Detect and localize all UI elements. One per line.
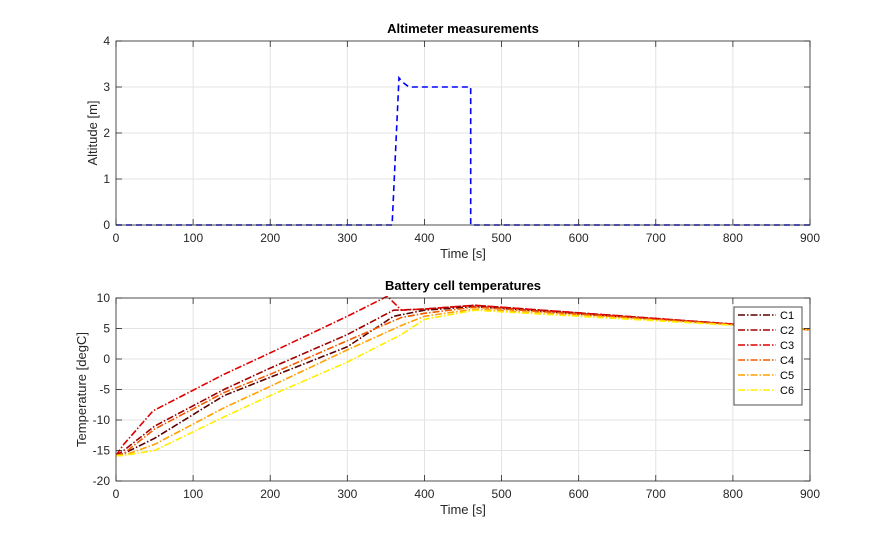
x-tick-label: 500 xyxy=(492,231,512,245)
chart-title: Altimeter measurements xyxy=(387,21,539,36)
y-tick-label: -20 xyxy=(93,474,111,488)
series-line-c1 xyxy=(116,305,810,457)
x-tick-label: 600 xyxy=(569,231,589,245)
x-tick-label: 300 xyxy=(337,487,357,501)
legend-label: C6 xyxy=(780,385,794,397)
y-tick-label: 1 xyxy=(103,172,110,186)
legend-label: C4 xyxy=(780,355,794,367)
x-tick-label: 600 xyxy=(569,487,589,501)
legend-label: C1 xyxy=(780,310,794,322)
y-tick-label: -5 xyxy=(99,383,110,397)
x-tick-label: 800 xyxy=(723,231,743,245)
x-tick-label: 200 xyxy=(260,231,280,245)
y-axis-label: Altitude [m] xyxy=(85,100,100,165)
legend-label: C2 xyxy=(780,325,794,337)
x-tick-label: 800 xyxy=(723,487,743,501)
y-tick-label: -10 xyxy=(93,413,111,427)
series-line-c4 xyxy=(116,306,810,457)
series-line-1 xyxy=(116,75,810,226)
x-tick-label: 100 xyxy=(183,487,203,501)
y-tick-label: 0 xyxy=(103,218,110,232)
legend-box xyxy=(733,306,803,406)
x-tick-label: 0 xyxy=(113,231,120,245)
x-tick-label: 300 xyxy=(337,231,357,245)
x-tick-label: 900 xyxy=(800,231,820,245)
chart-2: 0 100 200 300 400 500 600 700 800 900 -20 -15 -10 -5 0… xyxy=(74,278,820,517)
y-tick-label: -15 xyxy=(93,444,111,458)
y-tick-label: 3 xyxy=(103,80,110,94)
chart-1: 0 100 200 300 400 500 600 700 800 900 0 1 2 3 4 Altimet… xyxy=(85,21,820,261)
x-tick-label: 400 xyxy=(414,231,434,245)
y-tick-label: 5 xyxy=(103,322,110,336)
x-tick-label: 400 xyxy=(414,487,434,501)
series-line-c3 xyxy=(116,296,810,456)
x-tick-label: 900 xyxy=(800,487,820,501)
x-axis-label: Time [s] xyxy=(440,502,486,517)
x-tick-label: 700 xyxy=(646,487,666,501)
y-tick-label: 4 xyxy=(103,34,110,48)
y-axis-label: Temperature [degC] xyxy=(74,332,89,447)
y-tick-label: 0 xyxy=(103,352,110,366)
y-tick-label: 2 xyxy=(103,126,110,140)
chart-title: Battery cell temperatures xyxy=(385,278,541,293)
legend-label: C3 xyxy=(780,340,794,352)
x-tick-label: 0 xyxy=(113,487,120,501)
x-tick-label: 200 xyxy=(260,487,280,501)
x-tick-label: 700 xyxy=(646,231,666,245)
x-tick-label: 500 xyxy=(492,487,512,501)
series-line-c6 xyxy=(116,309,810,457)
x-axis-label: Time [s] xyxy=(440,246,486,261)
legend-label: C5 xyxy=(780,370,794,382)
series-line-c5 xyxy=(116,308,810,457)
series-line-c2 xyxy=(116,304,810,457)
legend: C1 C2 C3 C4 C5 C6 xyxy=(733,306,803,406)
x-tick-label: 100 xyxy=(183,231,203,245)
y-tick-label: 10 xyxy=(97,291,111,305)
